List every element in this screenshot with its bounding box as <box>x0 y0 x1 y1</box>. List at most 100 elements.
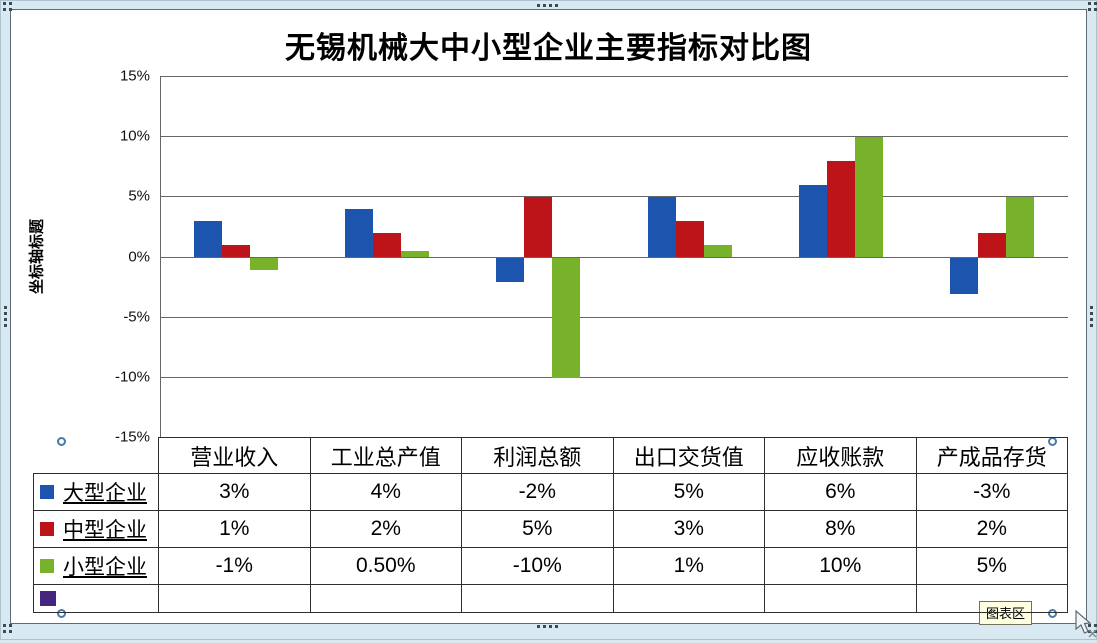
y-axis-line <box>160 76 161 437</box>
gridline <box>160 196 1068 197</box>
legend-cell-series4[interactable] <box>33 585 159 613</box>
chart-title[interactable]: 无锡机械大中小型企业主要指标对比图 <box>285 32 812 65</box>
data-table[interactable]: 营业收入 工业总产值 利润总额 出口交货值 应收账款 产成品存货 大型企业 3% 4% -2% 5%… <box>33 437 1068 613</box>
y-axis-tick-label: -5% <box>123 308 150 326</box>
selection-handle-circle[interactable] <box>57 437 66 446</box>
table-header-营业收入: 营业收入 <box>159 437 311 474</box>
table-value-cell: 3% <box>159 474 311 511</box>
legend-key-小型企业[interactable] <box>40 559 54 573</box>
gridline <box>160 136 1068 137</box>
frame-handle-bottom-right[interactable] <box>1088 624 1091 627</box>
selection-handle-circle[interactable] <box>1048 609 1057 618</box>
frame-handle-bottom-left[interactable] <box>9 630 12 633</box>
table-value-cell <box>310 585 462 613</box>
frame-handle-left[interactable] <box>4 324 7 327</box>
bar-中型企业-应收账款[interactable] <box>827 161 855 257</box>
bar-中型企业-利润总额[interactable] <box>524 197 552 257</box>
legend-label: 大型企业 <box>63 481 147 505</box>
selection-handle-circle[interactable] <box>1048 437 1057 446</box>
legend-cell-大型企业[interactable]: 大型企业 <box>33 474 159 511</box>
legend-key-大型企业[interactable] <box>40 485 54 499</box>
frame-handle-top[interactable] <box>543 4 546 7</box>
bar-小型企业-出口交货值[interactable] <box>704 245 732 257</box>
frame-handle-bottom-left[interactable] <box>3 630 6 633</box>
table-header-出口交货值: 出口交货值 <box>613 437 765 474</box>
frame-handle-left[interactable] <box>4 312 7 315</box>
bar-大型企业-营业收入[interactable] <box>194 221 222 257</box>
table-value-cell <box>462 585 614 613</box>
legend-label: 小型企业 <box>63 555 147 579</box>
bar-大型企业-出口交货值[interactable] <box>648 197 676 257</box>
frame-handle-top-right[interactable] <box>1088 2 1091 5</box>
selection-handle-circle[interactable] <box>57 609 66 618</box>
bar-中型企业-营业收入[interactable] <box>222 245 250 257</box>
y-axis-tick-label: -15% <box>114 428 150 446</box>
table-value-cell: 5% <box>916 548 1068 585</box>
frame-handle-bottom[interactable] <box>549 625 552 628</box>
gridline <box>160 257 1068 258</box>
table-value-cell: -3% <box>916 474 1068 511</box>
legend-cell-小型企业[interactable]: 小型企业 <box>33 548 159 585</box>
table-value-cell <box>916 585 1068 613</box>
bar-小型企业-利润总额[interactable] <box>552 258 580 378</box>
frame-handle-top[interactable] <box>537 4 540 7</box>
table-value-cell: 4% <box>310 474 462 511</box>
frame-handle-top-left[interactable] <box>3 2 6 5</box>
frame-handle-top-left[interactable] <box>3 8 6 11</box>
table-value-cell <box>765 585 917 613</box>
frame-handle-bottom[interactable] <box>537 625 540 628</box>
frame-handle-top-right[interactable] <box>1094 8 1097 11</box>
legend-cell-中型企业[interactable]: 中型企业 <box>33 511 159 548</box>
frame-handle-bottom[interactable] <box>555 625 558 628</box>
frame-handle-left[interactable] <box>4 318 7 321</box>
frame-handle-top[interactable] <box>549 4 552 7</box>
chart-area[interactable]: 无锡机械大中小型企业主要指标对比图 <box>10 9 1087 624</box>
gridline <box>160 377 1068 378</box>
y-axis-tick-label: 10% <box>119 127 150 145</box>
bar-中型企业-工业总产值[interactable] <box>373 233 401 257</box>
bar-小型企业-工业总产值[interactable] <box>401 251 429 257</box>
bar-大型企业-应收账款[interactable] <box>799 185 827 257</box>
frame-handle-bottom-left[interactable] <box>3 624 6 627</box>
bar-大型企业-工业总产值[interactable] <box>345 209 373 257</box>
frame-handle-bottom[interactable] <box>543 625 546 628</box>
bar-小型企业-营业收入[interactable] <box>250 258 278 270</box>
frame-handle-right[interactable] <box>1090 312 1093 315</box>
bar-大型企业-利润总额[interactable] <box>496 258 524 282</box>
plot-area[interactable] <box>160 76 1068 438</box>
gridline <box>160 317 1068 318</box>
bar-大型企业-产成品存货[interactable] <box>950 258 978 294</box>
legend-key-series4[interactable] <box>40 591 56 606</box>
frame-handle-bottom-right[interactable] <box>1088 630 1091 633</box>
table-header-利润总额: 利润总额 <box>462 437 614 474</box>
table-value-cell: 5% <box>613 474 765 511</box>
legend-key-中型企业[interactable] <box>40 522 54 536</box>
table-value-cell <box>159 585 311 613</box>
frame-handle-top-right[interactable] <box>1094 2 1097 5</box>
bar-小型企业-产成品存货[interactable] <box>1006 197 1034 257</box>
frame-handle-top[interactable] <box>555 4 558 7</box>
table-header-工业总产值: 工业总产值 <box>310 437 462 474</box>
frame-handle-right[interactable] <box>1090 318 1093 321</box>
frame-handle-left[interactable] <box>4 306 7 309</box>
y-axis-title[interactable]: 坐标轴标题 <box>29 219 46 295</box>
table-value-cell: 0.50% <box>310 548 462 585</box>
frame-handle-top-right[interactable] <box>1088 8 1091 11</box>
gridline <box>160 76 1068 77</box>
bar-中型企业-产成品存货[interactable] <box>978 233 1006 257</box>
table-value-cell: 2% <box>310 511 462 548</box>
y-axis-tick-label: -10% <box>114 368 150 386</box>
frame-handle-bottom-right[interactable] <box>1094 630 1097 633</box>
frame-handle-top-left[interactable] <box>9 2 12 5</box>
table-value-cell: 5% <box>462 511 614 548</box>
frame-handle-top-left[interactable] <box>9 8 12 11</box>
bar-中型企业-出口交货值[interactable] <box>676 221 704 257</box>
mouse-cursor-icon <box>1074 609 1097 643</box>
table-value-cell: 3% <box>613 511 765 548</box>
frame-handle-bottom-right[interactable] <box>1094 624 1097 627</box>
frame-handle-right[interactable] <box>1090 324 1093 327</box>
frame-handle-bottom-left[interactable] <box>9 624 12 627</box>
table-value-cell <box>613 585 765 613</box>
frame-handle-right[interactable] <box>1090 306 1093 309</box>
bar-小型企业-应收账款[interactable] <box>855 137 883 257</box>
